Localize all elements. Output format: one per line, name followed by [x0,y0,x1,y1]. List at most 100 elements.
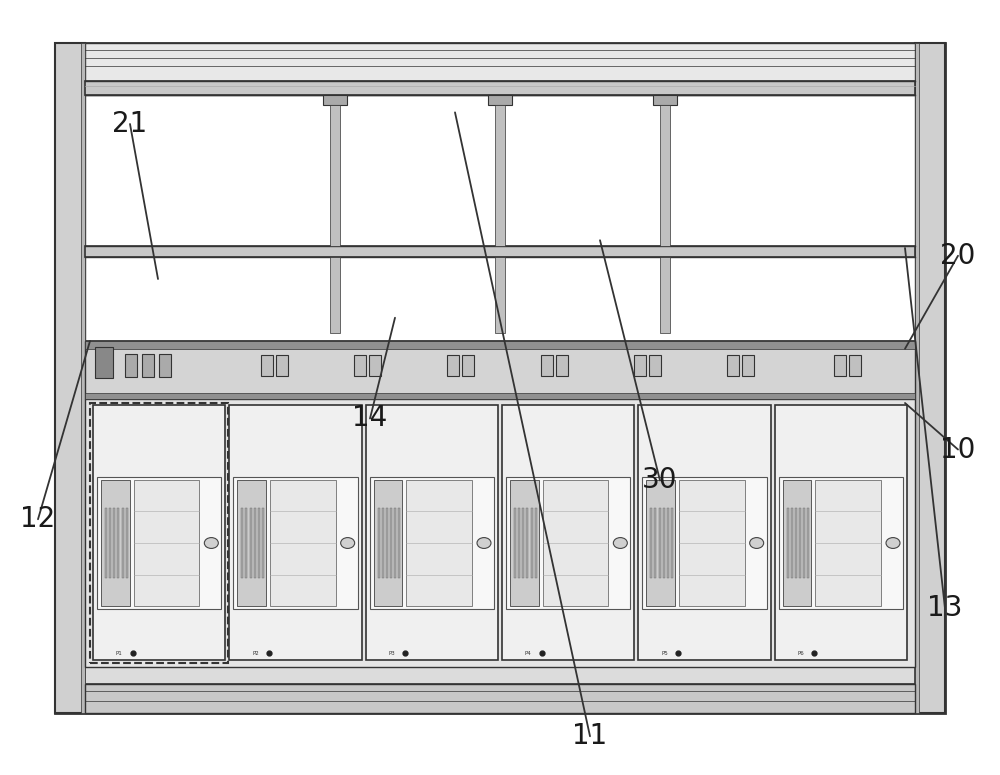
Bar [495,257,505,333]
Bar [55,43,945,713]
Circle shape [750,538,764,549]
Bar [330,257,340,333]
Bar [638,405,771,660]
Bar [649,354,661,376]
Bar [85,393,915,399]
Bar [650,508,652,578]
Bar [93,405,225,660]
Bar [85,399,915,666]
Bar [799,508,801,578]
Bar [330,105,340,246]
Bar [510,480,539,606]
Text: P1: P1 [116,651,123,656]
Bar [382,508,384,578]
Bar [101,480,130,606]
Text: 21: 21 [112,110,148,138]
Bar [543,480,608,606]
Bar [229,405,362,660]
Circle shape [341,538,355,549]
Bar [134,480,199,606]
Bar [502,405,634,660]
Bar [125,353,137,377]
Bar [378,508,380,578]
Bar [85,246,915,257]
Bar [531,508,533,578]
Bar [659,508,661,578]
Bar [791,508,793,578]
Bar [366,405,498,660]
Bar [803,508,805,578]
Text: P6: P6 [798,651,804,656]
Circle shape [886,538,900,549]
Text: P4: P4 [525,651,532,656]
Bar [514,508,516,578]
Text: 11: 11 [572,722,608,750]
Bar [386,508,388,578]
Text: 13: 13 [927,594,963,622]
Bar [541,354,553,376]
Bar [142,353,154,377]
Bar [663,508,665,578]
Bar [95,346,113,377]
Bar [261,354,273,376]
Bar [323,95,347,105]
Bar [245,508,247,578]
Bar [642,477,767,609]
Text: P5: P5 [661,651,668,656]
Bar [727,354,739,376]
Bar [90,403,228,663]
Bar [815,480,881,606]
Bar [526,508,528,578]
Bar [742,354,754,376]
Bar [506,477,630,609]
Bar [276,354,288,376]
Bar [85,341,915,349]
Text: 20: 20 [940,242,976,270]
Bar [634,354,646,376]
Bar [55,43,85,713]
Bar [85,341,915,684]
Bar [85,43,915,81]
Bar [85,684,915,713]
Bar [518,508,520,578]
Bar [258,508,260,578]
Text: P3: P3 [389,651,395,656]
Bar [775,405,907,660]
Bar [807,508,809,578]
Circle shape [204,538,218,549]
Bar [556,354,568,376]
Bar [370,477,494,609]
Bar [109,508,111,578]
Bar [390,508,392,578]
Bar [834,354,846,376]
Bar [250,508,252,578]
Bar [394,508,396,578]
Bar [535,508,537,578]
Bar [122,508,124,578]
Bar [85,81,915,95]
Bar [85,341,915,399]
Bar [646,480,675,606]
Text: P2: P2 [252,651,259,656]
Bar [462,354,474,376]
Bar [915,43,945,713]
Text: 10: 10 [940,436,976,463]
Bar [233,477,358,609]
Text: 30: 30 [642,467,678,494]
Bar [660,105,670,246]
Bar [369,354,381,376]
Bar [113,508,115,578]
Bar [237,480,266,606]
Bar [488,95,512,105]
Bar [654,508,656,578]
Bar [667,508,669,578]
Bar [660,257,670,333]
Bar [354,354,366,376]
Bar [241,508,243,578]
Bar [671,508,673,578]
Bar [374,480,402,606]
Bar [783,480,811,606]
Bar [795,508,797,578]
Bar [262,508,264,578]
Circle shape [477,538,491,549]
